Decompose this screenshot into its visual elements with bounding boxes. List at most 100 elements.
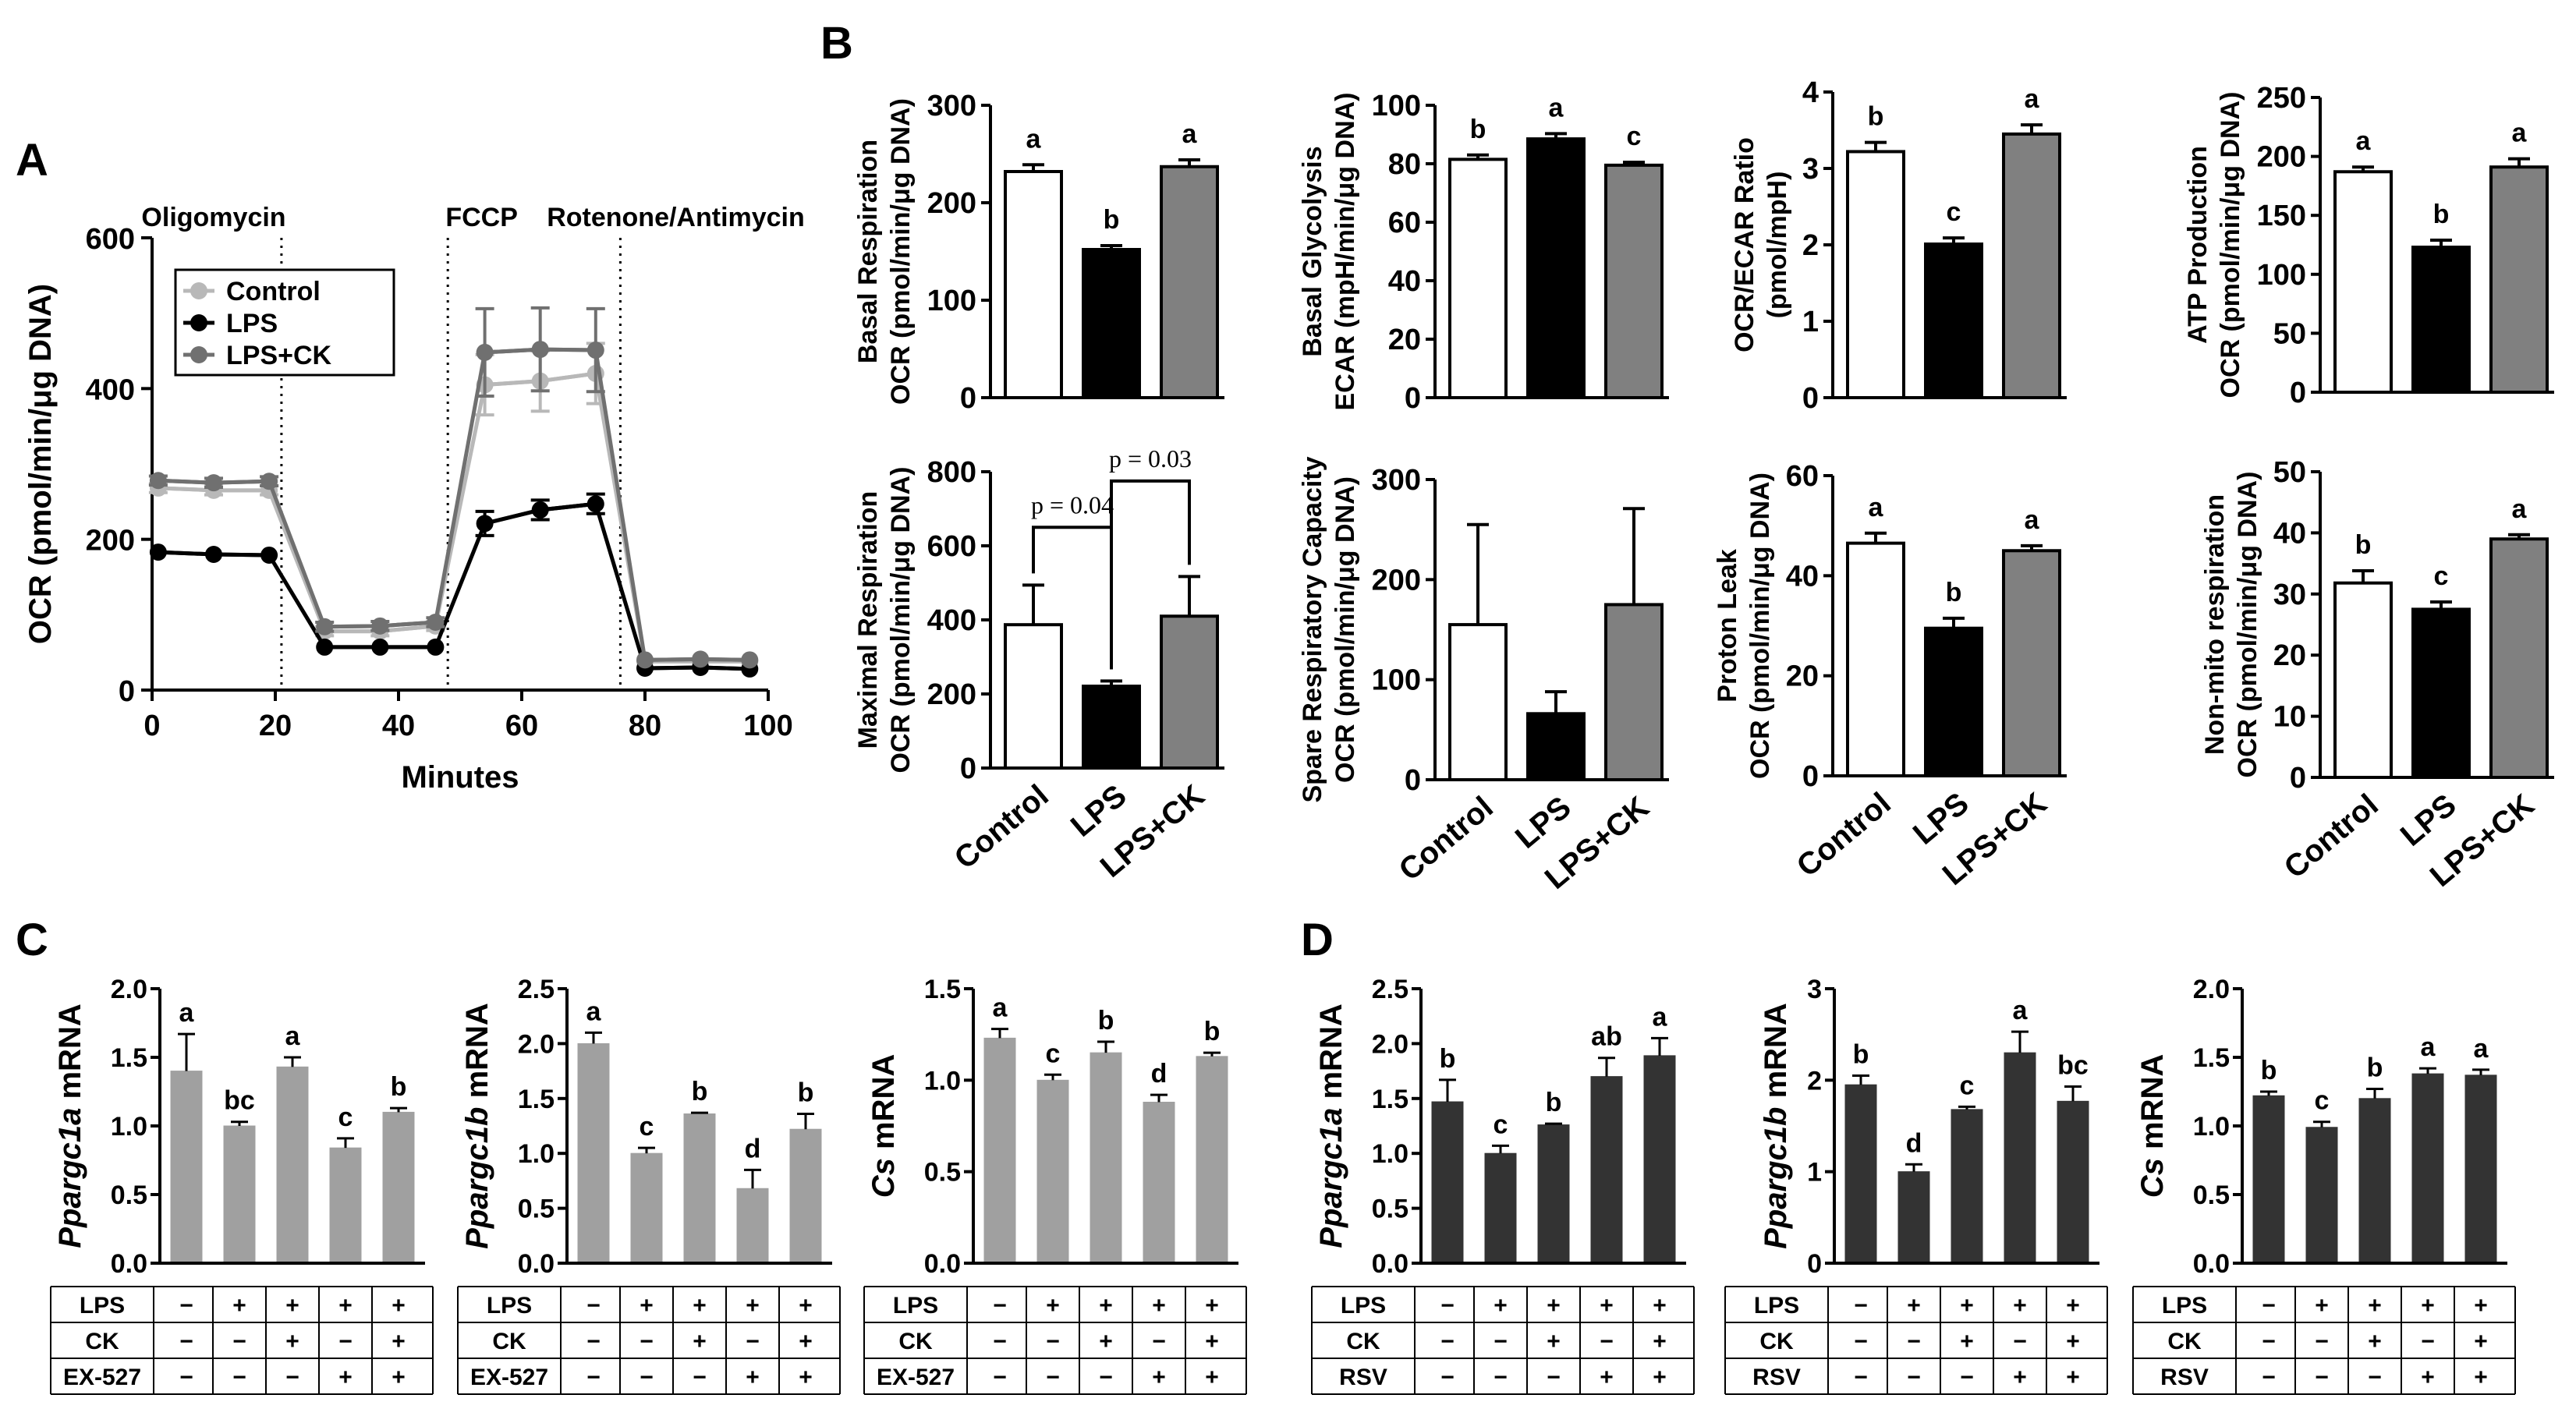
table-cell: − xyxy=(993,1293,1007,1319)
table-cell: + xyxy=(2474,1329,2488,1354)
y-tick-label: 1.5 xyxy=(111,1043,147,1073)
y-tick-label: 100 xyxy=(1372,664,1421,697)
table-cell: − xyxy=(2262,1365,2276,1390)
bar xyxy=(1590,1076,1623,1264)
y-axis-title-line1: Non-mito respiration xyxy=(2200,494,2230,755)
table-cell: − xyxy=(586,1329,601,1354)
significance-letter: d xyxy=(745,1134,761,1163)
bar xyxy=(1431,1101,1464,1264)
table-cell: − xyxy=(1907,1329,1921,1354)
table-row-label: LPS xyxy=(487,1293,532,1319)
series-line xyxy=(213,552,270,558)
series-lps-ck xyxy=(148,306,759,669)
bar xyxy=(789,1128,822,1264)
y-tick-label: 0 xyxy=(119,675,135,708)
y-axis-title-line2: OCR (pmol/min/μg DNA) xyxy=(2233,472,2262,778)
table-cell: − xyxy=(1494,1329,1508,1354)
table-cell: + xyxy=(799,1329,813,1354)
y-tick-label: 60 xyxy=(1786,460,1819,493)
table-row-label: CK xyxy=(898,1329,933,1354)
y-tick-label: 1.0 xyxy=(924,1066,961,1096)
category-label: Control xyxy=(2278,788,2385,885)
y-tick-label: 2 xyxy=(1802,229,1819,262)
y-tick-label: 200 xyxy=(927,678,976,711)
y-tick-label: 0.5 xyxy=(924,1158,961,1188)
y-tick-label: 0.5 xyxy=(111,1181,147,1210)
bar-control xyxy=(1448,623,1508,781)
significance-letter: c xyxy=(1960,1071,1975,1100)
table-cell: − xyxy=(1046,1365,1060,1390)
chart-d2: b d c abc 0 1 2 3 Ppargc1b mRNA LPS − + + + + CK − − + − + RS… xyxy=(1724,975,2108,1395)
bar xyxy=(630,1152,663,1264)
series-line xyxy=(267,480,327,628)
table-cell: + xyxy=(1653,1329,1667,1354)
y-tick-label: 600 xyxy=(86,223,135,256)
table-cell: + xyxy=(1653,1293,1667,1319)
bar xyxy=(2057,1100,2089,1264)
table-cell: − xyxy=(2013,1329,2027,1354)
bar xyxy=(2252,1095,2285,1264)
significance-letter: a xyxy=(1182,119,1198,149)
y-tick-label: 0 xyxy=(2290,762,2306,795)
significance-letter: b xyxy=(1204,1017,1221,1046)
y-tick-label: 300 xyxy=(1372,464,1421,497)
data-point xyxy=(371,617,389,635)
table-cell: + xyxy=(1205,1329,1219,1354)
bar xyxy=(2411,1073,2444,1264)
y-tick-label: 1 xyxy=(1802,306,1819,338)
table-row-label: CK xyxy=(492,1329,526,1354)
y-tick-label: 2.0 xyxy=(1372,1029,1408,1059)
bar xyxy=(170,1071,203,1264)
table-cell: + xyxy=(693,1293,707,1319)
data-point xyxy=(586,342,604,359)
table-cell: − xyxy=(1854,1293,1868,1319)
table-cell: − xyxy=(586,1365,601,1390)
data-point xyxy=(260,473,278,490)
significance-letter: a xyxy=(1869,493,1884,522)
data-point xyxy=(205,546,222,563)
bar xyxy=(2004,1052,2036,1264)
bar-control xyxy=(1004,170,1063,399)
y-tick-label: 80 xyxy=(1388,148,1421,181)
table-cell: − xyxy=(1547,1365,1561,1390)
data-point xyxy=(149,543,167,561)
data-point xyxy=(371,638,389,656)
significance-letter: b xyxy=(2355,530,2372,560)
y-tick-label: 0.0 xyxy=(518,1249,555,1279)
treatment-table: LPS − + + + + CK − − + − + RSV − − − + + xyxy=(2132,1286,2516,1395)
bar-lps-ck xyxy=(1604,603,1664,782)
table-cell: − xyxy=(179,1293,193,1319)
data-point xyxy=(531,341,549,359)
significance-letter: b xyxy=(2367,1053,2383,1082)
bar xyxy=(2464,1074,2497,1264)
category-label: Control xyxy=(1791,786,1897,883)
series-line xyxy=(484,508,541,526)
table-cell: + xyxy=(799,1365,813,1390)
series-line xyxy=(158,486,214,493)
significance-letter: a xyxy=(1549,93,1564,122)
table-cell: + xyxy=(338,1365,353,1390)
chart-d1: b c b ab a 0.0 0.5 1.0 1.5 2.0 2.5 Ppargc1a mRNA LPS… xyxy=(1311,975,1695,1395)
panel-letter-a: A xyxy=(16,135,48,186)
panel-letter-d: D xyxy=(1301,915,1334,965)
series-line xyxy=(594,349,647,660)
data-point xyxy=(586,495,604,513)
y-tick-label: 600 xyxy=(927,530,976,563)
table-cell: − xyxy=(746,1329,760,1354)
y-tick-label: 200 xyxy=(2257,141,2306,174)
significance-letter: b xyxy=(2261,1056,2277,1085)
table-row-label: LPS xyxy=(893,1293,938,1319)
table-cell: + xyxy=(338,1293,353,1319)
significance-letter: d xyxy=(1151,1059,1168,1089)
series-line xyxy=(540,347,596,352)
table-cell: + xyxy=(2066,1293,2080,1319)
y-tick-label: 0.5 xyxy=(518,1195,555,1224)
x-tick-label: 40 xyxy=(382,710,415,742)
y-tick-label: 2.0 xyxy=(111,975,147,1004)
y-tick-label: 100 xyxy=(2257,259,2306,292)
table-cell: − xyxy=(1440,1293,1455,1319)
significance-letter: a xyxy=(586,997,602,1026)
